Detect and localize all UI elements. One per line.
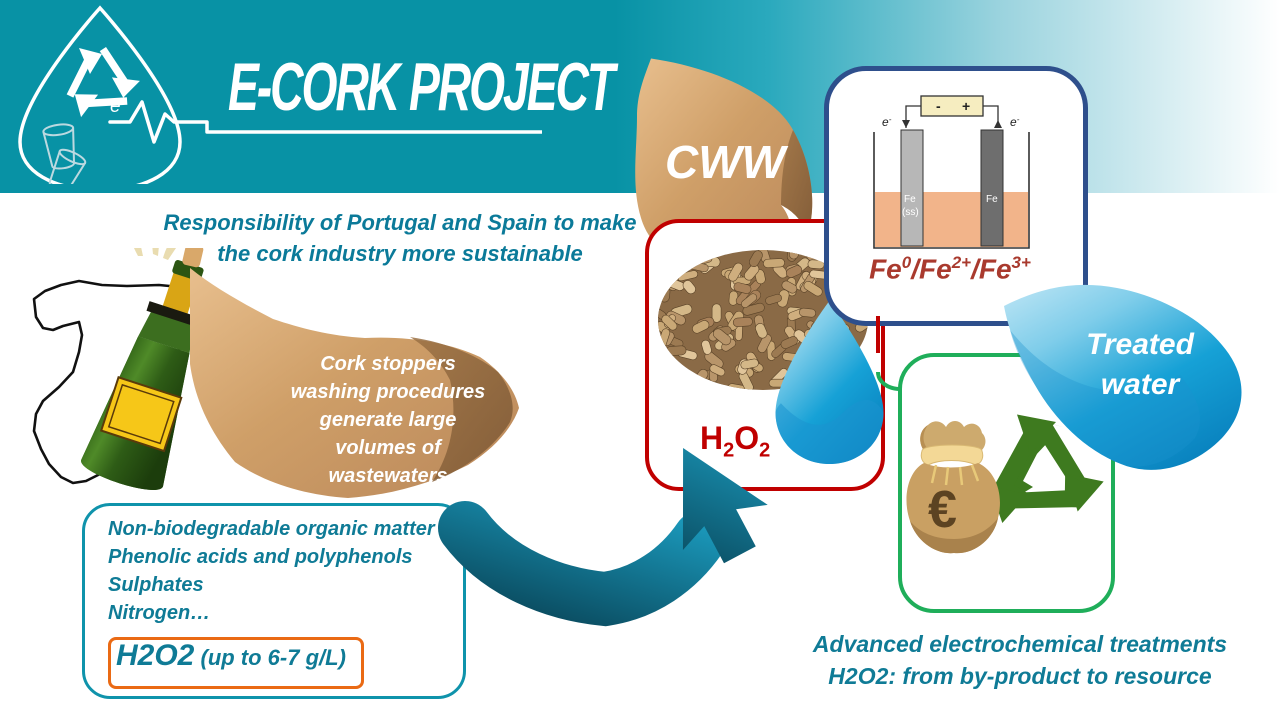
svg-text:-: -: [936, 98, 941, 114]
svg-text:e-: e-: [1010, 115, 1020, 130]
svg-text:€: €: [928, 481, 957, 539]
svg-text:+: +: [962, 98, 970, 114]
svg-text:Fe: Fe: [904, 194, 916, 205]
svg-text:Fe: Fe: [986, 194, 998, 205]
svg-text:e-: e-: [882, 115, 892, 130]
svg-text:(ss): (ss): [902, 207, 919, 218]
svg-text:e-: e-: [110, 94, 125, 117]
